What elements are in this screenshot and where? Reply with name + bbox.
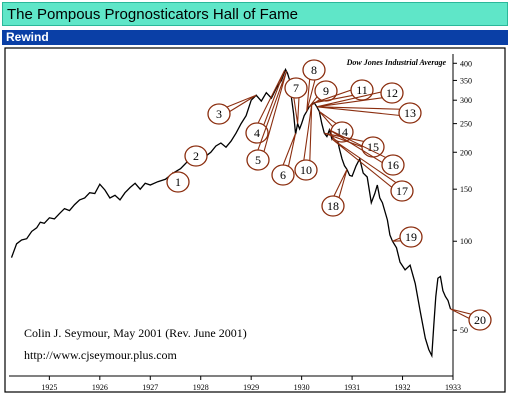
annotation-callout-3: 3	[207, 94, 257, 125]
callout-bubble	[284, 77, 308, 99]
callout-bubble	[399, 226, 423, 248]
callout-pointer	[329, 129, 395, 169]
callout-pointer	[217, 94, 257, 118]
annotation-callout-13: 13	[316, 102, 422, 124]
callout-pointer	[314, 86, 364, 104]
callout-number: 16	[387, 158, 399, 172]
y-tick-label: 350	[460, 76, 472, 85]
section-bar: Rewind	[2, 30, 508, 45]
annotation-callout-19: 19	[392, 226, 423, 248]
callout-pointer	[331, 138, 405, 195]
callout-number: 20	[474, 313, 486, 327]
annotation-callout-16: 16	[329, 129, 405, 176]
callout-number: 18	[327, 199, 339, 213]
annotation-callout-14: 14	[318, 110, 354, 143]
y-tick-label: 50	[460, 326, 468, 335]
annotation-callout-9: 9	[308, 80, 338, 108]
callout-pointer	[324, 132, 375, 151]
annotation-callout-17: 17	[331, 138, 414, 202]
callout-pointer	[253, 70, 286, 135]
callout-bubble	[294, 159, 318, 181]
y-tick-label: 400	[460, 59, 472, 68]
callout-number: 11	[356, 83, 368, 97]
annotation-callout-10: 10	[294, 104, 318, 181]
callout-number: 15	[367, 140, 379, 154]
series-line	[10, 67, 452, 359]
x-tick-label: 1926	[92, 383, 108, 392]
callout-bubble	[398, 102, 422, 124]
x-tick-label: 1929	[243, 383, 259, 392]
x-tick-label: 1925	[41, 383, 57, 392]
annotation-callout-18: 18	[321, 169, 348, 217]
x-tick-label: 1930	[294, 383, 310, 392]
x-tick-label: 1931	[344, 383, 360, 392]
callout-number: 6	[280, 168, 286, 182]
x-tick-label: 1928	[193, 383, 209, 392]
callout-number: 8	[311, 63, 317, 77]
y-tick-label: 250	[460, 120, 472, 129]
annotation-callout-5: 5	[246, 71, 288, 171]
chart-title: Dow Jones Industrial Average	[346, 58, 447, 67]
callout-number: 12	[386, 86, 398, 100]
page-title: The Pompous Prognosticators Hall of Fame	[7, 6, 298, 23]
callout-number: 17	[396, 184, 408, 198]
callout-pointer	[291, 87, 301, 124]
callout-bubble	[468, 309, 492, 331]
callout-bubble	[271, 164, 295, 186]
callout-number: 19	[405, 230, 417, 244]
annotation-callout-7: 7	[284, 77, 308, 124]
chart-container: Dow Jones Industrial Average 400 350 300 25…	[0, 46, 512, 400]
callout-bubble	[381, 154, 405, 176]
callout-number: 9	[323, 84, 329, 98]
callout-bubble	[302, 59, 326, 81]
callout-bubble	[330, 121, 354, 143]
callout-bubble	[246, 149, 270, 171]
y-tick-label: 150	[460, 185, 472, 194]
y-tick-label: 100	[460, 237, 472, 246]
callout-number: 5	[255, 153, 261, 167]
callout-pointer	[316, 106, 411, 118]
callout-bubble	[390, 180, 414, 202]
callout-pointer	[329, 169, 348, 208]
annotation-callout-1: 1	[166, 171, 190, 193]
callout-bubble	[207, 103, 231, 125]
callout-number: 4	[254, 126, 260, 140]
y-tick-label: 300	[460, 96, 472, 105]
djia-chart: Dow Jones Industrial Average 40035030025…	[4, 47, 506, 393]
credit-line-1: Colin J. Seymour, May 2001 (Rev. June 20…	[24, 326, 247, 340]
section-title: Rewind	[6, 30, 49, 44]
x-tick-label: 1933	[445, 383, 461, 392]
chart-frame	[4, 47, 506, 393]
annotation-callout-4: 4	[245, 70, 286, 144]
y-tick-label: 200	[460, 148, 472, 157]
credit-line-2: http://www.cjseymour.plus.com	[24, 348, 178, 362]
annotation-callout-2: 2	[184, 145, 208, 167]
callout-bubble	[380, 82, 404, 104]
x-tick-label: 1927	[142, 383, 158, 392]
callout-number: 7	[293, 81, 299, 95]
callout-pointer	[306, 69, 318, 112]
callout-pointer	[301, 104, 313, 171]
callout-pointer	[254, 71, 288, 162]
callout-number: 3	[216, 107, 222, 121]
annotation-callout-20: 20	[450, 308, 492, 331]
callout-bubble	[166, 171, 190, 193]
annotation-callout-8: 8	[302, 59, 326, 112]
callout-number: 1	[175, 175, 181, 189]
annotation-callout-6: 6	[271, 132, 297, 186]
callout-pointer	[279, 132, 297, 177]
callout-number: 10	[300, 163, 312, 177]
x-tick-label: 1932	[395, 383, 411, 392]
title-bar: The Pompous Prognosticators Hall of Fame	[2, 2, 508, 26]
callout-number: 13	[404, 106, 416, 120]
callout-bubble	[321, 195, 345, 217]
callout-bubble	[184, 145, 208, 167]
callout-number: 2	[193, 149, 199, 163]
